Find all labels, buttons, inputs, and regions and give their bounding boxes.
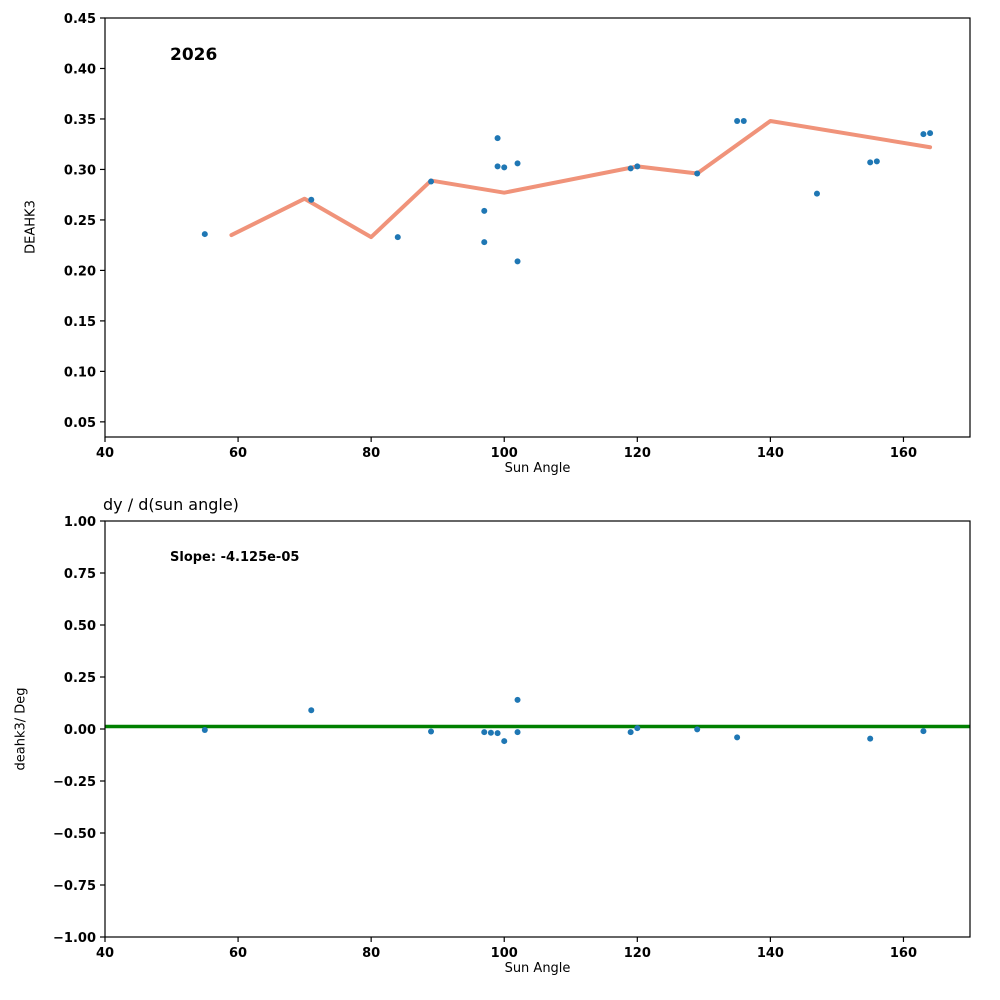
scatter-point	[481, 207, 488, 214]
x-tick-label: 40	[96, 446, 114, 461]
scatter-point	[501, 164, 508, 171]
y-tick-label: 0.05	[64, 416, 96, 431]
top-chart-year-title: 2026	[170, 45, 218, 65]
scatter-point	[514, 729, 521, 736]
scatter-point	[867, 735, 874, 742]
scatter-point	[873, 158, 880, 165]
y-tick-label: 0.25	[64, 214, 96, 229]
scatter-point	[694, 170, 701, 177]
scatter-point	[481, 729, 488, 736]
scatter-point	[494, 135, 501, 142]
scatter-point	[494, 730, 501, 737]
x-tick-label: 120	[624, 946, 651, 961]
y-tick-label: 0.20	[64, 264, 96, 279]
scatter-point	[494, 163, 501, 170]
top-chart-plot: 40 60 80 100 120 140 1600.050.100.150.200.250.…	[64, 12, 971, 461]
y-tick-label: −1.00	[53, 931, 96, 946]
y-tick-label: 0.75	[64, 567, 96, 582]
scatter-point	[734, 734, 741, 741]
top-yaxis-label: DEAHK3	[23, 200, 39, 254]
y-tick-label: 0.35	[64, 113, 96, 128]
bottom-xaxis-label: Sun Angle	[504, 961, 571, 976]
scatter-point	[867, 159, 874, 166]
x-tick-label: 80	[362, 446, 380, 461]
bottom-yaxis-label: deahk3/ Deg	[13, 687, 29, 771]
slope-annotation: Slope: -4.125e-05	[170, 550, 300, 565]
scatter-point	[927, 130, 934, 137]
scatter-point	[920, 728, 927, 735]
y-tick-label: 0.50	[64, 619, 96, 634]
x-tick-label: 140	[757, 946, 784, 961]
scatter-point	[514, 696, 521, 703]
scatter-point	[734, 117, 741, 124]
scatter-points	[201, 117, 934, 265]
x-tick-label: 100	[491, 946, 518, 961]
scatter-point	[487, 729, 494, 736]
scatter-point	[428, 728, 435, 735]
y-tick-label: 0.30	[64, 163, 96, 178]
y-tick-label: 0.10	[64, 365, 96, 380]
trend-line	[229, 118, 933, 240]
y-ticks: 0.05 0.10 0.15 0.20 0.25 0.30 0.35 0.40 0.45	[64, 12, 105, 431]
scatter-point	[627, 729, 634, 736]
scatter-point	[308, 196, 315, 203]
y-tick-label: 0.25	[64, 671, 96, 686]
x-tick-label: 120	[624, 446, 651, 461]
scatter-point	[634, 725, 641, 732]
bottom-chart-title: dy / d(sun angle)	[103, 495, 239, 514]
scatter-point	[394, 234, 401, 241]
scatter-point	[514, 258, 521, 265]
x-ticks: 40 60 80 100 120 140 160	[96, 937, 917, 961]
scatter-point	[428, 178, 435, 185]
y-ticks: −1.00 −0.75 −0.50 −0.25 0.00 0.25 0.50 0.75 1.00	[53, 515, 105, 946]
y-tick-label: −0.75	[53, 879, 96, 894]
x-tick-label: 100	[491, 446, 518, 461]
scatter-point	[201, 231, 208, 238]
scatter-point	[501, 738, 508, 745]
x-tick-label: 60	[229, 446, 247, 461]
x-tick-label: 40	[96, 946, 114, 961]
top-xaxis-label: Sun Angle	[504, 461, 571, 476]
scatter-point	[694, 726, 701, 733]
axes-frame	[104, 17, 971, 438]
y-tick-label: −0.25	[53, 775, 96, 790]
x-tick-label: 160	[890, 446, 917, 461]
scatter-point	[920, 131, 927, 138]
y-tick-label: 0.45	[64, 12, 96, 27]
x-ticks: 40 60 80 100 120 140 160	[96, 437, 917, 461]
scatter-points	[201, 696, 927, 745]
scatter-point	[634, 163, 641, 170]
scatter-point	[740, 117, 747, 124]
scatter-point	[627, 165, 634, 172]
x-tick-label: 140	[757, 446, 784, 461]
y-tick-label: 1.00	[64, 515, 96, 530]
scatter-point	[813, 190, 820, 197]
bottom-chart-plot: 40 60 80 100 120 140 160 −1.00 −0.75 −0.50 −0.25 0.…	[53, 515, 971, 961]
scatter-point	[201, 727, 208, 734]
y-tick-label: 0.00	[64, 723, 96, 738]
scatter-point	[481, 239, 488, 246]
scatter-point	[308, 707, 315, 714]
x-tick-label: 160	[890, 946, 917, 961]
scatter-point	[514, 160, 521, 167]
y-tick-label: −0.50	[53, 827, 96, 842]
x-tick-label: 80	[362, 946, 380, 961]
y-tick-label: 0.15	[64, 315, 96, 330]
x-tick-label: 60	[229, 946, 247, 961]
axes-frame	[104, 520, 971, 938]
y-tick-label: 0.40	[64, 62, 96, 77]
